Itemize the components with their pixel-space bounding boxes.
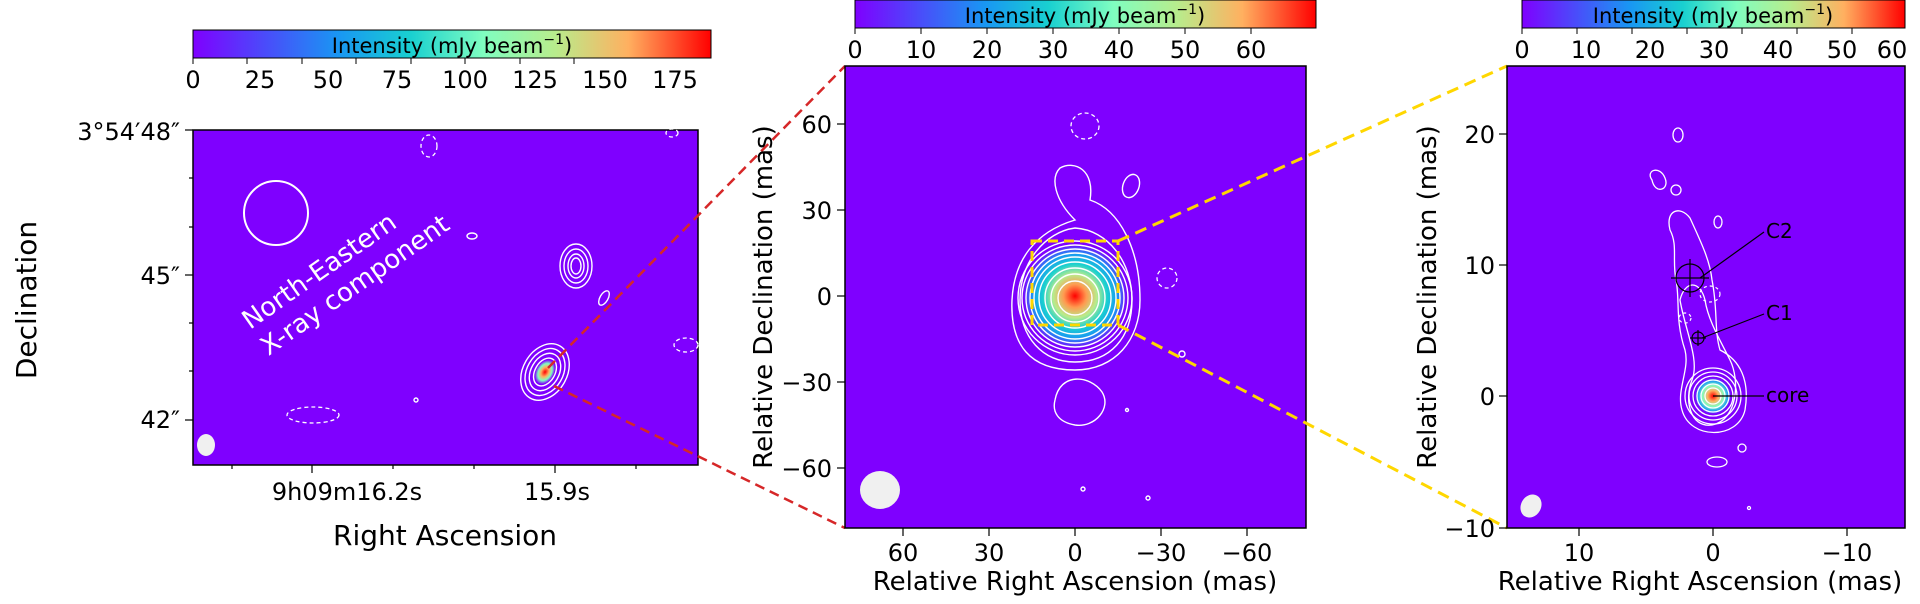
svg-text:20: 20 xyxy=(972,36,1003,64)
svg-text:0: 0 xyxy=(1705,539,1720,567)
svg-text:0: 0 xyxy=(1480,383,1495,411)
colorbar-right-label: Intensity (mJy beam−1) xyxy=(1593,2,1833,28)
svg-text:−60: −60 xyxy=(1222,539,1273,567)
colorbar-middle xyxy=(854,0,1317,29)
contours-middle xyxy=(1011,164,1186,501)
colorbar-left-tick-labels: 0 25 50 75 100 125 150 175 xyxy=(185,66,698,94)
ylabel-middle: Relative Declination (mas) xyxy=(749,125,779,468)
svg-text:40: 40 xyxy=(1763,36,1794,64)
cb-left-tick: 0 xyxy=(185,66,200,94)
svg-text:10: 10 xyxy=(1464,252,1495,280)
cb-left-tick: 150 xyxy=(582,66,628,94)
svg-text:15.9s: 15.9s xyxy=(524,478,590,506)
ylabel-left: Declination xyxy=(10,221,43,379)
zoom-box-yellow xyxy=(1030,239,1120,327)
ylabel-right: Relative Declination (mas) xyxy=(1413,125,1443,468)
svg-text:60: 60 xyxy=(1236,36,1267,64)
xlabel-right: Relative Right Ascension (mas) xyxy=(1498,567,1902,597)
cb-left-tick: 25 xyxy=(245,66,276,94)
svg-text:30: 30 xyxy=(1699,36,1730,64)
beam-circle-icon xyxy=(243,180,309,246)
svg-text:10: 10 xyxy=(1564,539,1595,567)
xlabel-middle: Relative Right Ascension (mas) xyxy=(873,567,1277,597)
colorbar-right xyxy=(1521,0,1906,29)
y-ticks-left: 3°54′48″ 45″ 42″ xyxy=(77,118,180,434)
svg-text:50: 50 xyxy=(1170,36,1201,64)
svg-text:−10: −10 xyxy=(1444,515,1495,543)
image-right xyxy=(1506,65,1906,529)
label-c1: C1 xyxy=(1766,301,1793,325)
cb-left-tick: 75 xyxy=(382,66,413,94)
svg-text:20: 20 xyxy=(1635,36,1666,64)
y-ticks-middle: 60 30 0 −30 −60 xyxy=(781,111,832,483)
colorbar-middle-tick-labels: 0 10 20 30 40 50 60 xyxy=(847,36,1266,64)
contours-middle-negative xyxy=(1070,112,1178,289)
contours-left xyxy=(413,232,610,498)
colorbar-right-ticks xyxy=(1521,28,1853,34)
zoom-lines-yellow xyxy=(1117,64,1508,530)
axis-ticks-right xyxy=(1499,133,1848,536)
image-left xyxy=(192,129,699,466)
svg-text:30: 30 xyxy=(974,539,1005,567)
svg-text:0: 0 xyxy=(817,283,832,311)
beam-middle-icon xyxy=(860,471,900,509)
beam-left-icon xyxy=(197,434,215,456)
svg-text:20: 20 xyxy=(1464,121,1495,149)
x-ticks-right: 10 0 −10 xyxy=(1564,539,1873,567)
svg-text:60: 60 xyxy=(1877,36,1908,64)
svg-text:45″: 45″ xyxy=(140,262,180,290)
svg-text:30: 30 xyxy=(801,197,832,225)
zoom-lines-red xyxy=(547,65,846,530)
component-markers xyxy=(1671,231,1765,397)
svg-text:0: 0 xyxy=(1514,36,1529,64)
contours-left-negative xyxy=(286,128,699,424)
panel-middle: Intensity (mJy beam−1) 0 10 20 30 40 50 … xyxy=(749,0,1317,597)
svg-text:−60: −60 xyxy=(781,455,832,483)
svg-text:−30: −30 xyxy=(1136,539,1187,567)
colorbar-middle-label: Intensity (mJy beam−1) xyxy=(965,2,1205,28)
label-c2: C2 xyxy=(1766,219,1793,243)
beam-right-icon xyxy=(1520,494,1542,518)
svg-text:10: 10 xyxy=(906,36,937,64)
contours-right-negative xyxy=(1678,285,1721,324)
cb-left-tick: 125 xyxy=(512,66,558,94)
svg-text:60: 60 xyxy=(801,111,832,139)
svg-text:0: 0 xyxy=(1067,539,1082,567)
svg-text:30: 30 xyxy=(1038,36,1069,64)
colorbar-middle-ticks xyxy=(854,28,1252,34)
axis-ticks-middle xyxy=(837,123,1248,536)
xlabel-left: Right Ascension xyxy=(333,519,557,552)
colorbar-right-tick-labels: 0 10 20 30 40 50 60 xyxy=(1514,36,1907,64)
svg-text:−10: −10 xyxy=(1822,539,1873,567)
svg-text:42″: 42″ xyxy=(140,406,180,434)
svg-text:50: 50 xyxy=(1827,36,1858,64)
svg-text:0: 0 xyxy=(847,36,862,64)
cb-left-tick: 50 xyxy=(313,66,344,94)
svg-text:40: 40 xyxy=(1104,36,1135,64)
axis-ticks-left xyxy=(185,129,637,473)
colorbar-left-label: Intensity (mJy beam−1) xyxy=(332,32,572,58)
x-ticks-left: 9h09m16.2s 15.9s xyxy=(272,478,590,506)
cb-left-tick: 100 xyxy=(442,66,488,94)
colorbar-left-ticks xyxy=(192,58,575,64)
svg-text:9h09m16.2s: 9h09m16.2s xyxy=(272,478,422,506)
component-labels: C2 C1 core xyxy=(1766,219,1809,407)
svg-text:60: 60 xyxy=(888,539,919,567)
panel-left: Intensity (mJy beam−1) 0 25 50 75 100 12… xyxy=(10,29,712,552)
svg-text:10: 10 xyxy=(1571,36,1602,64)
cb-left-tick: 175 xyxy=(652,66,698,94)
svg-text:3°54′48″: 3°54′48″ xyxy=(77,118,180,146)
svg-text:−30: −30 xyxy=(781,369,832,397)
x-ticks-middle: 60 30 0 −30 −60 xyxy=(888,539,1273,567)
panel-right: Intensity (mJy beam−1) 0 10 20 30 40 50 … xyxy=(1413,0,1907,597)
label-core: core xyxy=(1766,383,1809,407)
y-ticks-right: 20 10 0 −10 xyxy=(1444,121,1495,543)
colorbar-left xyxy=(192,29,712,59)
